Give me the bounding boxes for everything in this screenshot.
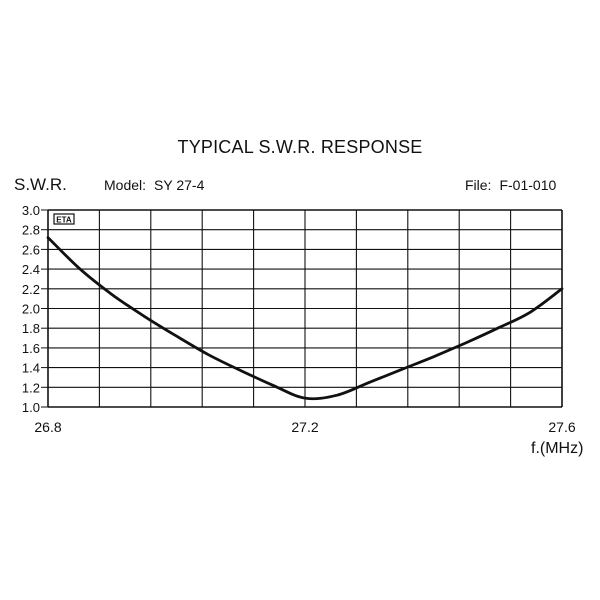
file-info: File: F-01-010 [465, 177, 556, 193]
chart-grid [47, 209, 563, 408]
y-tick-label: 1.8 [22, 321, 40, 336]
y-tick-label: 1.0 [22, 400, 40, 415]
y-tick-label: 2.8 [22, 223, 40, 238]
y-tick-label: 3.0 [22, 203, 40, 218]
y-tick-label: 1.4 [22, 361, 40, 376]
x-tick-label: 27.2 [291, 419, 318, 435]
y-tick-label: 1.6 [22, 341, 40, 356]
model-value: SY 27-4 [154, 177, 205, 193]
x-tick-label: 27.6 [548, 419, 575, 435]
swr-curve [46, 236, 564, 401]
logo-badge: ETA [53, 213, 75, 225]
model-label: Model: [104, 177, 147, 193]
series-group [46, 236, 564, 401]
file-label: File: [465, 177, 492, 193]
y-tick-label: 2.6 [22, 242, 40, 257]
x-tick-label: 26.8 [34, 419, 61, 435]
logo-text: ETA [56, 216, 72, 225]
y-tick-label: 2.4 [22, 262, 40, 277]
x-axis-label: f.(MHz) [531, 440, 584, 457]
y-tick-label: 1.2 [22, 380, 40, 395]
y-tick-label: 2.0 [22, 302, 40, 317]
y-tick-label: 2.2 [22, 282, 40, 297]
chart-title: TYPICAL S.W.R. RESPONSE [177, 137, 423, 157]
y-axis-label: S.W.R. [14, 175, 67, 194]
file-value: F-01-010 [499, 177, 557, 193]
tick-labels: 3.0 2.8 2.6 2.4 2.2 2.0 1.8 1.6 1.4 1.2 1.0 26.8 27.… [22, 203, 576, 435]
model-info: Model: SY 27-4 [104, 177, 204, 193]
